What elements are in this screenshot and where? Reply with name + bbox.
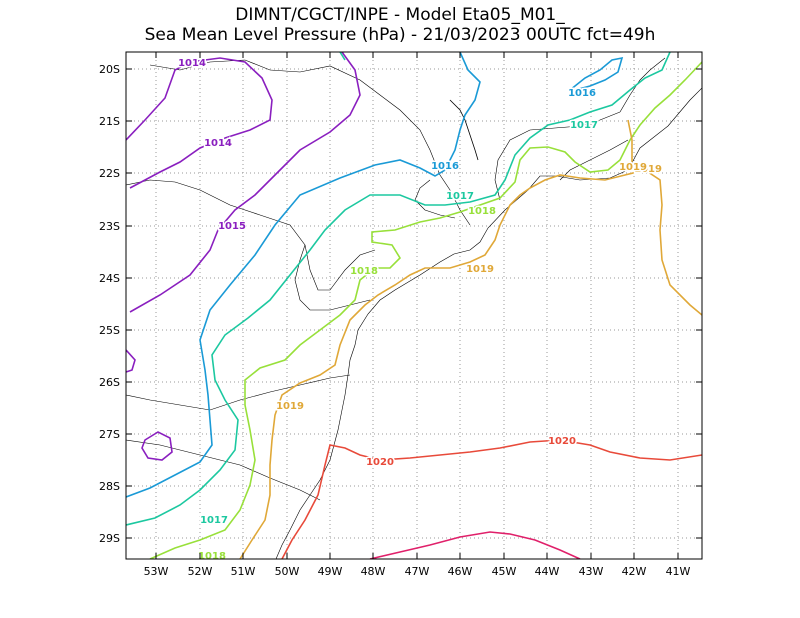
contour-label: 1017 [200, 515, 228, 526]
lon-label: 46W [448, 565, 473, 578]
isobar-1014-south [126, 349, 136, 373]
lat-label: 28S [99, 480, 120, 493]
isobar-1014-west [126, 57, 273, 189]
lat-label: 23S [99, 220, 120, 233]
contour-label: 1019 [634, 164, 662, 175]
state-border [494, 111, 621, 201]
isobar-1020 [281, 439, 702, 559]
lon-label: 52W [188, 565, 213, 578]
contour-label: 1016 [568, 88, 596, 99]
river [449, 99, 479, 161]
isobar-1019 [239, 169, 702, 559]
contour-label: 1018 [198, 551, 226, 562]
grid-lines [126, 52, 702, 559]
lon-label: 53W [144, 565, 169, 578]
axis-ticks [126, 52, 702, 559]
isobar-1021 [369, 531, 581, 559]
contour-label: 1019 [466, 264, 494, 275]
lat-label: 27S [99, 428, 120, 441]
contour-label: 1020 [548, 436, 576, 447]
map-title: DIMNT/CGCT/INPE - Model Eta05_M01_ [235, 5, 565, 25]
coastline-and-borders [126, 57, 702, 559]
isobar-1016-ne [569, 56, 624, 91]
contour-label: 1014 [204, 138, 232, 149]
lat-label: 20S [99, 63, 120, 76]
isobar-1014-east [129, 52, 361, 313]
lon-label: 44W [535, 565, 560, 578]
latitude-labels: 20S 21S 22S 23S 24S 25S 26S 27S 28S 29S [99, 63, 120, 545]
contour-label: 1017 [570, 120, 598, 131]
lon-label: 45W [492, 565, 517, 578]
contour-label: 1019 [276, 401, 304, 412]
lon-label: 41W [666, 565, 691, 578]
contour-label: 1016 [431, 161, 459, 172]
contour-label: 1018 [350, 266, 378, 277]
lat-label: 22S [99, 167, 120, 180]
isobar-1019-nw [627, 119, 633, 162]
isobar-1016 [126, 52, 481, 498]
state-border [126, 179, 376, 291]
isobar-1018 [149, 61, 702, 559]
lat-label: 21S [99, 115, 120, 128]
lat-label: 25S [99, 324, 120, 337]
contour-label: 1018 [468, 206, 496, 217]
lon-label: 48W [361, 565, 386, 578]
isobars [126, 52, 702, 559]
state-border [126, 374, 351, 411]
lon-label: 51W [231, 565, 256, 578]
coastline [275, 87, 702, 559]
state-border [149, 59, 471, 226]
isobar-1014-loop [141, 431, 173, 461]
state-border [414, 179, 456, 219]
contour-label: 1019 [619, 162, 647, 173]
lat-label: 26S [99, 376, 120, 389]
contour-labels: 1014 1014 1015 1016 1016 1017 1017 1017 1018 1018… [177, 57, 664, 562]
contour-label: 1014 [178, 58, 206, 69]
longitude-labels: 53W 52W 51W 50W 49W 48W 47W 46W 45W 44W 43W 42W 41W [144, 565, 691, 578]
state-border [559, 139, 629, 181]
isobar-1017 [126, 52, 671, 526]
state-border [619, 57, 666, 113]
lon-label: 47W [405, 565, 430, 578]
map-frame [125, 51, 703, 560]
contour-label: 1015 [218, 221, 246, 232]
lon-label: 49W [318, 565, 343, 578]
lat-label: 29S [99, 532, 120, 545]
map-subtitle: Sea Mean Level Pressure (hPa) - 21/03/20… [144, 25, 656, 45]
lon-label: 42W [622, 565, 647, 578]
lon-label: 50W [275, 565, 300, 578]
lon-label: 43W [579, 565, 604, 578]
isobar-1017-west [339, 52, 346, 61]
state-border [126, 439, 321, 501]
lat-label: 24S [99, 272, 120, 285]
contour-label: 1017 [446, 191, 474, 202]
contour-label: 1020 [366, 457, 394, 468]
